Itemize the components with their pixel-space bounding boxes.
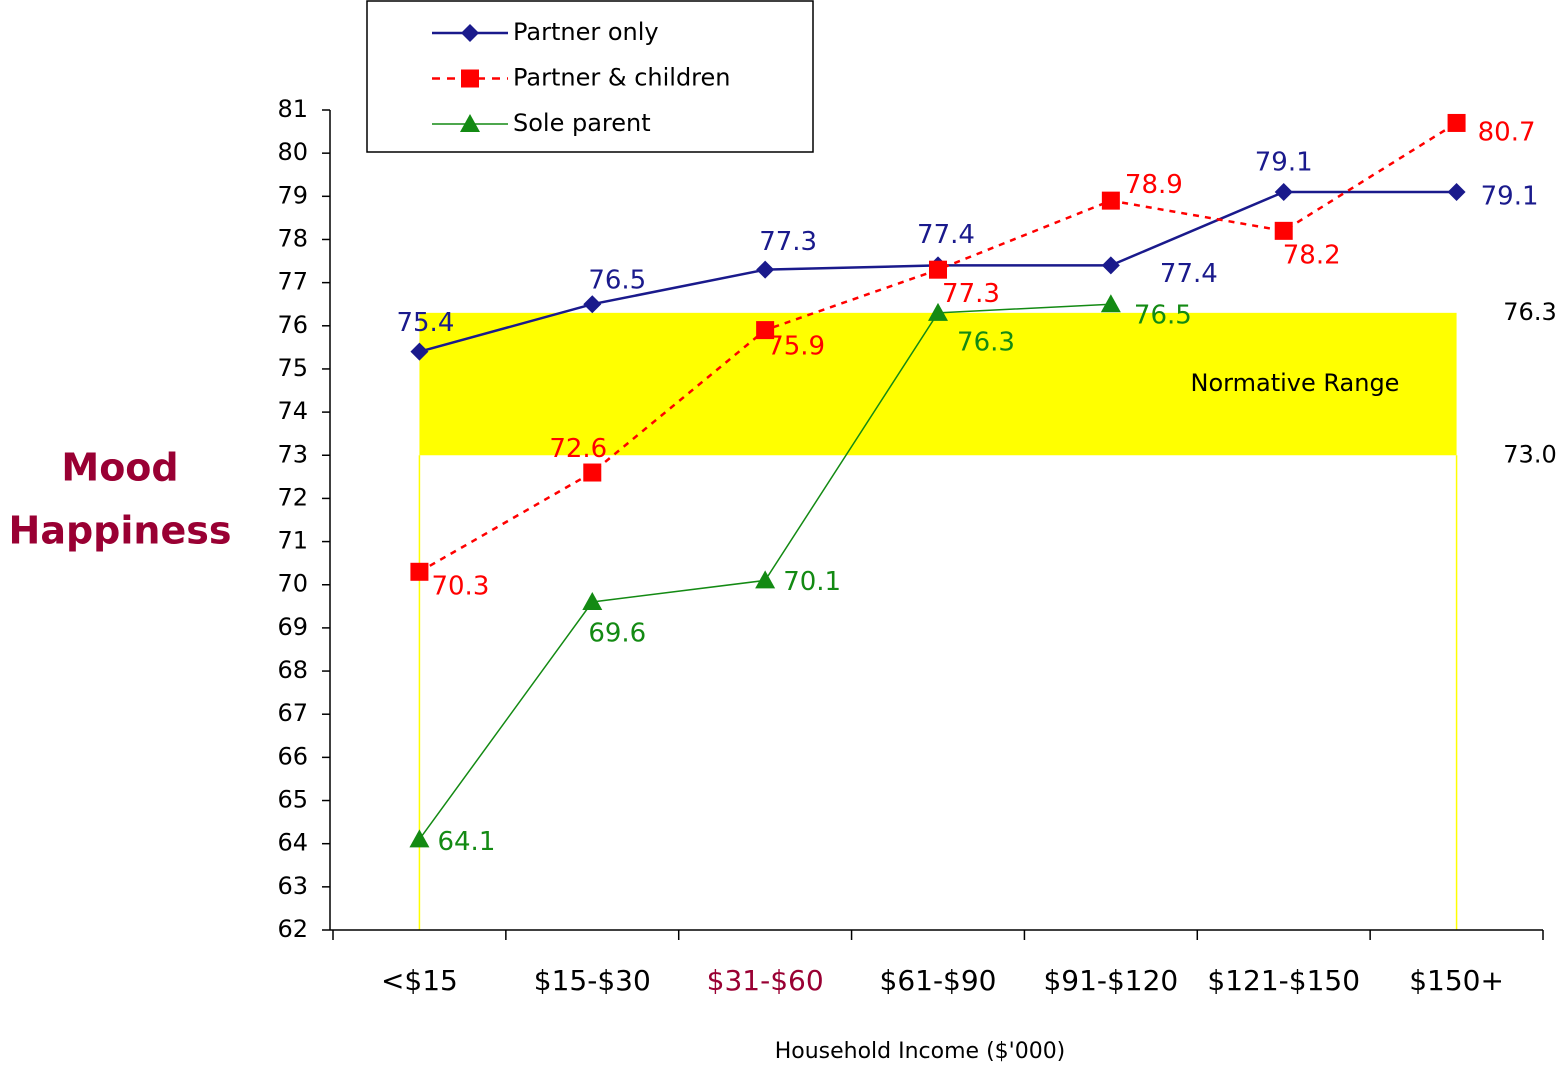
x-tick-label: $121-$150 (1207, 964, 1360, 997)
legend-marker (461, 69, 479, 88)
legend-label: Partner & children (513, 64, 731, 92)
marker (1274, 221, 1293, 240)
data-label: 76.5 (1134, 301, 1192, 331)
data-label: 77.3 (759, 227, 817, 257)
data-label: 76.5 (588, 266, 646, 296)
y-tick-label: 71 (277, 527, 308, 555)
data-label: 64.1 (437, 827, 495, 857)
data-label: 70.3 (431, 571, 489, 601)
y-tick-label: 74 (277, 397, 308, 425)
y-tick-label: 62 (277, 915, 308, 943)
marker (1100, 294, 1121, 313)
data-label: 70.1 (783, 567, 841, 597)
x-tick-label: <$15 (381, 964, 458, 997)
marker (1447, 183, 1466, 201)
marker (755, 570, 776, 589)
y-tick-label: 80 (277, 138, 308, 166)
legend-marker (460, 114, 480, 132)
y-tick-label: 77 (277, 268, 308, 296)
y-tick-label: 66 (277, 742, 308, 770)
marker (1447, 113, 1466, 132)
data-label: 75.4 (396, 308, 454, 338)
data-label: 77.4 (1160, 259, 1218, 289)
y-tick-label: 67 (277, 699, 308, 727)
legend-marker (461, 24, 479, 42)
marker (583, 463, 602, 482)
y-tick-label: 78 (277, 224, 308, 252)
data-label: 77.4 (917, 220, 975, 250)
x-tick-label: $91-$120 (1043, 964, 1178, 997)
data-label: 79.1 (1481, 182, 1539, 212)
normative-value: 73.0 (1503, 440, 1556, 468)
y-tick-label: 76 (277, 311, 308, 339)
x-tick-label: $150+ (1409, 964, 1504, 997)
data-label: 78.9 (1125, 170, 1183, 200)
normative-label: Normative Range (1191, 369, 1400, 397)
marker (929, 260, 947, 279)
x-tick-label: $31-$60 (707, 964, 824, 997)
marker (928, 302, 948, 321)
data-label: 72.6 (549, 434, 607, 464)
marker (756, 321, 775, 340)
y-tick-label: 81 (277, 95, 308, 123)
y-tick-label: 73 (277, 440, 308, 468)
x-axis-title: Household Income ($'000) (775, 1039, 1066, 1064)
y-tick-label: 75 (277, 354, 308, 382)
x-tick-label: $61-$90 (880, 964, 997, 997)
y-tick-label: 69 (277, 613, 308, 641)
y-axis-title: Happiness (9, 509, 232, 553)
y-tick-label: 70 (277, 570, 308, 598)
data-label: 79.1 (1255, 148, 1313, 178)
y-tick-label: 79 (277, 181, 308, 209)
marker (583, 295, 602, 314)
data-label: 80.7 (1478, 117, 1536, 147)
data-label: 76.3 (957, 327, 1015, 357)
data-label: 77.3 (942, 279, 1000, 309)
data-label: 75.9 (767, 332, 825, 362)
legend-label: Sole parent (513, 109, 651, 137)
data-label: 78.2 (1283, 240, 1341, 270)
data-label: 69.6 (588, 619, 646, 649)
y-tick-label: 65 (277, 786, 308, 814)
y-tick-label: 68 (277, 656, 308, 684)
marker (756, 260, 775, 279)
marker (1274, 183, 1293, 201)
legend-box (366, 0, 814, 153)
marker (1101, 191, 1120, 210)
normative-band (419, 312, 1457, 456)
x-tick-label: $15-$30 (534, 964, 651, 997)
marker (1101, 256, 1120, 275)
y-tick-label: 64 (277, 829, 308, 857)
y-axis-title: Mood (61, 446, 178, 490)
normative-value: 76.3 (1503, 298, 1556, 326)
marker (582, 592, 603, 610)
y-tick-label: 63 (277, 872, 308, 900)
marker (410, 562, 429, 581)
y-tick-label: 72 (277, 483, 308, 511)
legend-label: Partner only (513, 18, 659, 46)
marker (410, 342, 429, 361)
marker (409, 829, 430, 848)
